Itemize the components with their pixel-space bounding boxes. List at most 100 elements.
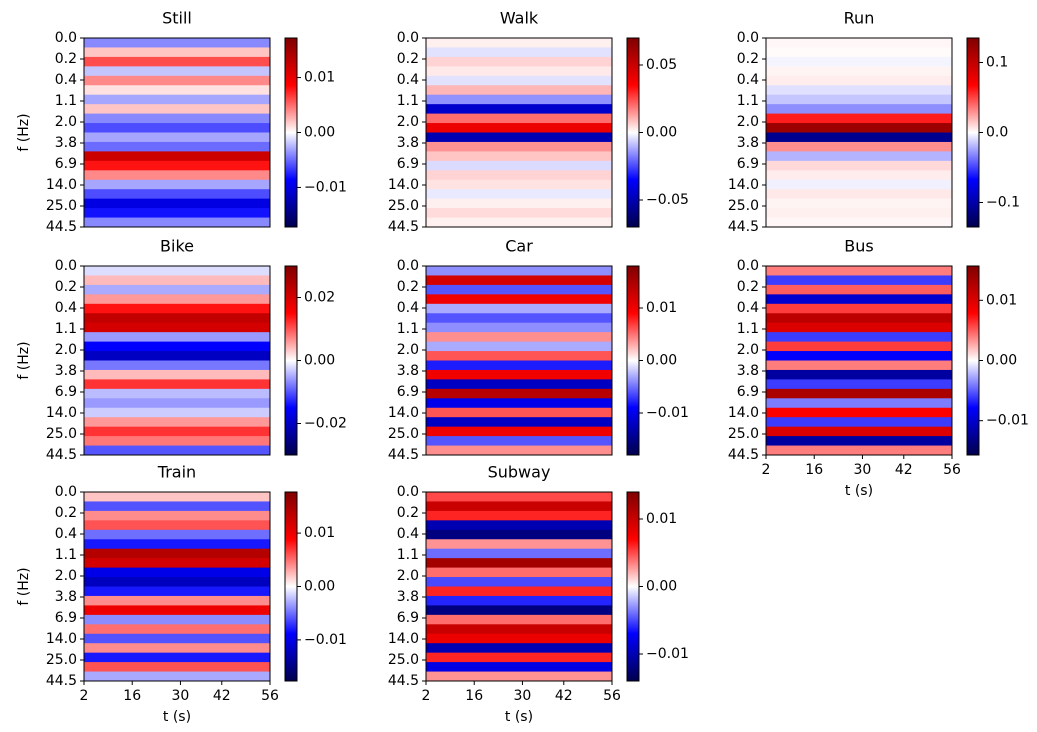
heatmap-cell <box>766 360 952 371</box>
y-tick-label: 44.5 <box>46 673 77 689</box>
y-tick-label: 25.0 <box>388 198 419 214</box>
heatmap-cell <box>84 75 270 86</box>
heatmap-cell <box>84 586 270 597</box>
heatmap-cell <box>766 275 952 286</box>
heatmap-cell <box>84 539 270 550</box>
heatmap-cell <box>84 56 270 67</box>
heatmap-cell <box>84 179 270 190</box>
heatmap-cell <box>426 529 612 540</box>
heatmap-cell <box>426 113 612 124</box>
heatmap-cell <box>766 113 952 124</box>
heatmap-cell <box>84 66 270 77</box>
axes-frame <box>83 491 271 682</box>
heatmap-cell <box>766 417 952 428</box>
x-tick-label: 16 <box>123 688 141 704</box>
x-tick-label: 56 <box>943 462 961 478</box>
colorbar-tick-label: −0.01 <box>646 646 689 662</box>
heatmap-cell <box>426 501 612 512</box>
heatmap-cell <box>426 614 612 625</box>
heatmap-cell <box>766 198 952 209</box>
axes-frame <box>765 37 953 228</box>
heatmap-cell <box>84 332 270 343</box>
heatmap-cell <box>766 266 952 276</box>
y-tick-label: 1.1 <box>397 321 419 337</box>
panel-title: Train <box>157 463 196 482</box>
x-tick-label: 2 <box>80 688 89 704</box>
y-tick-label: 1.1 <box>737 321 759 337</box>
axes-frame <box>83 265 271 456</box>
y-tick-label: 2.0 <box>397 114 419 130</box>
y-tick-label: 3.8 <box>397 363 419 379</box>
heatmap-cell <box>84 217 270 228</box>
y-tick-label: 44.5 <box>728 447 759 463</box>
y-tick-label: 0.0 <box>737 30 759 46</box>
heatmap-cell <box>426 322 612 333</box>
y-tick-label: 1.1 <box>55 547 77 563</box>
heatmap-cell <box>766 322 952 333</box>
heatmap-cell <box>426 47 612 58</box>
heatmap-cell <box>766 189 952 200</box>
heatmap-cell <box>84 614 270 625</box>
colorbar-tick-label: 0.00 <box>646 353 677 369</box>
heatmap-cell <box>84 284 270 295</box>
y-tick-label: 25.0 <box>46 198 77 214</box>
y-tick-label: 6.9 <box>55 384 77 400</box>
heatmap-cell <box>426 179 612 190</box>
heatmap-cell <box>84 492 270 502</box>
heatmap-cell <box>766 47 952 58</box>
x-tick-label: 42 <box>895 462 913 478</box>
y-tick-label: 0.4 <box>397 526 419 542</box>
heatmap-cell <box>766 379 952 390</box>
heatmap-cell <box>84 151 270 162</box>
panel-title: Subway <box>488 463 551 482</box>
x-tick-label: 2 <box>762 462 771 478</box>
heatmap-cell <box>84 407 270 418</box>
y-tick-label: 0.0 <box>55 258 77 274</box>
y-tick-label: 2.0 <box>737 342 759 358</box>
heatmap-cell <box>84 113 270 124</box>
y-tick-label: 1.1 <box>55 93 77 109</box>
colorbar-tick-label: 0.05 <box>646 57 677 73</box>
y-tick-label: 3.8 <box>397 135 419 151</box>
heatmap-cell <box>426 426 612 437</box>
y-tick-label: 44.5 <box>46 219 77 235</box>
y-tick-label: 6.9 <box>55 156 77 172</box>
heatmap-cell <box>766 398 952 409</box>
colorbar-tick-label: −0.01 <box>304 179 347 195</box>
heatmap-cell <box>426 436 612 447</box>
x-tick-label: 16 <box>465 688 483 704</box>
y-tick-label: 25.0 <box>46 426 77 442</box>
heatmap-cell <box>766 38 952 48</box>
heatmap-cell <box>84 501 270 512</box>
heatmap-cell <box>426 633 612 644</box>
heatmap-cell <box>84 567 270 578</box>
colorbar <box>285 492 297 681</box>
heatmap-cell <box>84 313 270 324</box>
heatmap-cell <box>766 94 952 105</box>
y-tick-label: 14.0 <box>388 405 419 421</box>
heatmap-cell <box>84 189 270 200</box>
x-tick-label: 30 <box>514 688 532 704</box>
y-tick-label: 0.4 <box>737 72 759 88</box>
y-tick-label: 1.1 <box>737 93 759 109</box>
heatmap-cell <box>426 189 612 200</box>
y-tick-label: 2.0 <box>55 342 77 358</box>
colorbar-tick-label: 0.00 <box>986 353 1017 369</box>
heatmap-cell <box>84 445 270 456</box>
axes-frame <box>425 491 613 682</box>
y-tick-label: 3.8 <box>397 589 419 605</box>
heatmap-cell <box>84 141 270 152</box>
panel-title: Bus <box>844 237 873 256</box>
colorbar-tick-label: 0.1 <box>986 55 1008 71</box>
axes-frame <box>765 265 953 456</box>
heatmap-cell <box>766 369 952 380</box>
y-tick-label: 44.5 <box>46 447 77 463</box>
axes-frame <box>425 37 613 228</box>
heatmap-cell <box>426 303 612 314</box>
heatmap-cell <box>766 407 952 418</box>
heatmap-cell <box>426 56 612 67</box>
y-tick-label: 3.8 <box>55 135 77 151</box>
heatmap-cell <box>426 407 612 418</box>
colorbar-tick-label: 0.01 <box>304 70 335 86</box>
x-tick-label: 56 <box>603 688 621 704</box>
